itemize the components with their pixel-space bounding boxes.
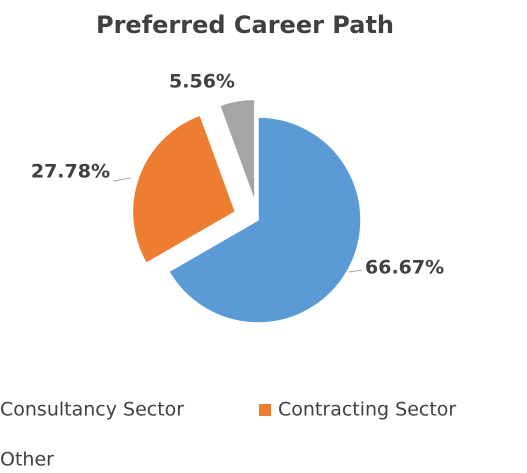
legend-marker: [259, 404, 271, 416]
data-label: 27.78%: [31, 161, 110, 183]
pie-slice: [218, 98, 256, 203]
pie-slice: [131, 114, 237, 265]
pie-slice: [167, 116, 362, 324]
chart-title: Preferred Career Path: [96, 11, 394, 39]
legend-label: Other: [0, 449, 54, 471]
leader-line: [112, 177, 132, 182]
legend-label: Contracting Sector: [278, 399, 456, 421]
legend-label: Consultancy Sector: [0, 399, 184, 421]
data-label: 66.67%: [365, 257, 444, 279]
leader-line: [348, 269, 363, 273]
data-label: 5.56%: [169, 71, 235, 93]
